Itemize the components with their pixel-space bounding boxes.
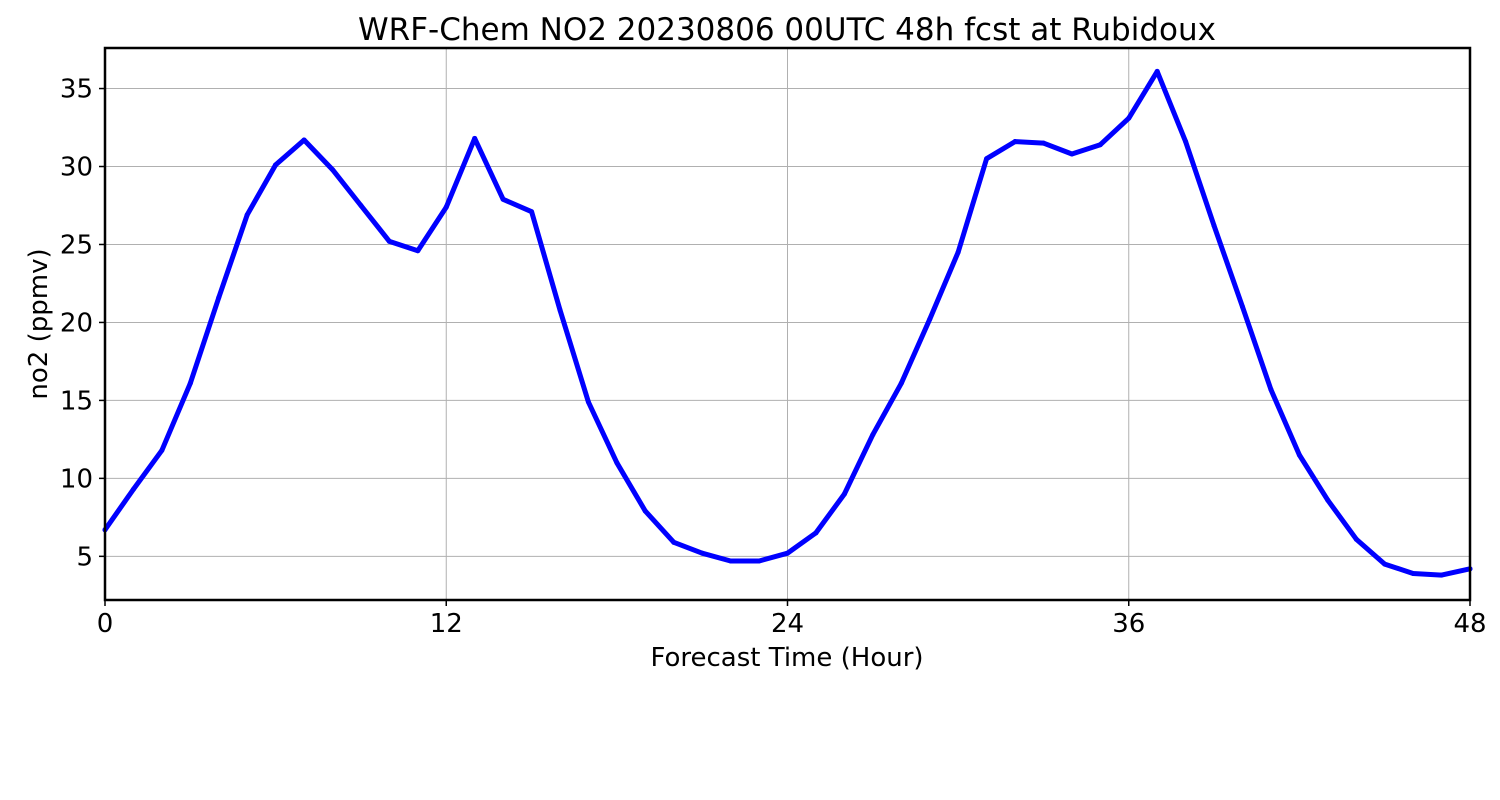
data-point [699,550,705,556]
data-point [216,294,222,300]
chart-title: WRF-Chem NO2 20230806 00UTC 48h fcst at … [358,12,1216,48]
data-point [273,162,279,168]
data-point [1410,570,1416,576]
data-point [1353,536,1359,542]
data-point [984,156,990,162]
y-tick-label: 15 [60,386,93,416]
data-point [472,135,478,141]
x-tick-label: 36 [1112,609,1145,639]
data-point [955,249,961,255]
data-point [1382,561,1388,567]
data-point [500,196,506,202]
data-point [301,137,307,143]
data-point [557,307,563,313]
data-point [1097,142,1103,148]
y-tick-label: 25 [60,230,93,260]
x-tick-label: 0 [97,609,114,639]
data-point [1296,452,1302,458]
data-point [159,447,165,453]
y-tick-label: 35 [60,75,93,105]
data-point [1439,572,1445,578]
data-point [870,432,876,438]
data-point [813,530,819,536]
y-axis: 5 10 15 20 25 30 35 [60,75,105,572]
data-point [756,558,762,564]
y-tick-label: 10 [60,464,93,494]
data-point [529,209,535,215]
data-point [358,202,364,208]
data-point [1268,386,1274,392]
data-point [1069,151,1075,157]
data-point [330,167,335,173]
data-point [386,238,392,244]
data-point [841,491,847,497]
x-tick-label: 48 [1453,609,1486,639]
data-point [443,204,449,210]
y-axis-label: no2 (ppmv) [24,248,54,399]
data-point [642,508,648,514]
data-point [1211,223,1217,229]
data-point [614,460,620,466]
data-point [1183,139,1189,145]
data-point [244,212,250,218]
x-tick-label: 12 [430,609,463,639]
data-point [1240,304,1245,310]
data-point [1126,115,1132,121]
data-point [1040,140,1046,146]
data-point [585,399,591,405]
data-point [927,316,933,322]
y-tick-label: 30 [60,153,93,183]
data-point [1325,497,1331,503]
data-point [130,486,136,492]
data-point [187,380,193,386]
data-point [1154,68,1160,74]
x-axis: 0 12 24 36 48 [97,600,1487,639]
x-axis-label: Forecast Time (Hour) [650,643,923,673]
grid [104,48,1471,600]
x-tick-label: 24 [771,609,804,639]
y-tick-label: 20 [60,308,93,338]
data-point [785,550,790,556]
data-point [898,380,904,386]
data-point [415,248,421,254]
data-point [1012,139,1018,145]
data-point [671,539,677,545]
data-point [728,558,734,564]
y-tick-label: 5 [76,542,93,572]
series-group [102,68,1473,578]
